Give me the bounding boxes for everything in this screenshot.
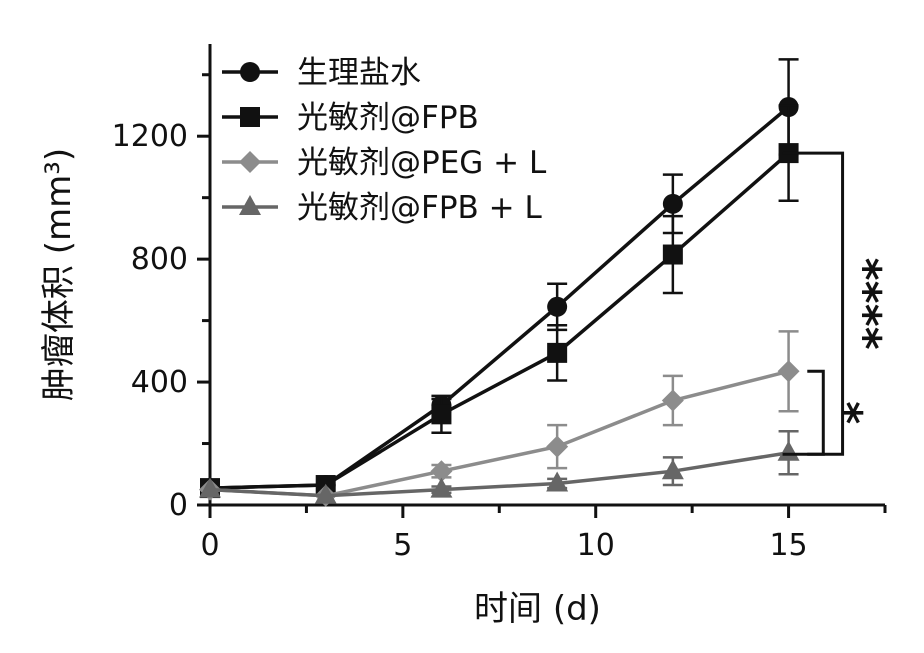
legend-label: 光敏剂@FPB bbox=[297, 100, 479, 136]
legend-marker bbox=[239, 195, 261, 215]
legend-item-3: 光敏剂@PEG + L bbox=[222, 145, 547, 181]
x-tick-label: 5 bbox=[393, 528, 412, 563]
data-point bbox=[778, 360, 800, 382]
x-axis-title: 时间 (d) bbox=[474, 589, 601, 629]
data-point bbox=[547, 297, 567, 317]
y-tick-label: 800 bbox=[131, 242, 188, 277]
legend: 生理盐水光敏剂@FPB 光敏剂@PEG + L 光敏剂@FPB + L bbox=[222, 55, 547, 226]
data-point bbox=[547, 343, 567, 363]
data-point bbox=[663, 245, 683, 265]
legend-label: 生理盐水 bbox=[297, 55, 421, 91]
legend-label: 光敏剂@FPB + L bbox=[297, 190, 542, 226]
y-tick-label: 400 bbox=[131, 365, 188, 400]
significance-annotations: ***** bbox=[783, 153, 891, 454]
series-4 bbox=[199, 431, 800, 504]
data-point bbox=[663, 194, 683, 214]
data-point bbox=[546, 436, 568, 458]
x-tick-label: 0 bbox=[200, 528, 219, 563]
legend-item-2: 光敏剂@FPB bbox=[222, 100, 479, 136]
series-layer bbox=[199, 59, 800, 506]
legend-marker bbox=[240, 62, 260, 82]
legend-label: 光敏剂@PEG + L bbox=[297, 145, 547, 181]
series-line bbox=[210, 371, 789, 495]
significance-label: **** bbox=[839, 258, 890, 350]
series-1 bbox=[200, 59, 799, 498]
data-point bbox=[662, 390, 684, 412]
x-tick-label: 10 bbox=[577, 528, 615, 563]
significance-label: * bbox=[820, 401, 871, 424]
y-tick-label: 1200 bbox=[112, 119, 188, 154]
legend-item-1: 生理盐水 bbox=[222, 55, 421, 91]
significance-bracket-2: * bbox=[807, 371, 871, 454]
y-axis-title: 肿瘤体积 (mm³) bbox=[39, 148, 79, 401]
legend-item-4: 光敏剂@FPB + L bbox=[222, 190, 542, 226]
data-point bbox=[778, 441, 800, 461]
legend-marker bbox=[239, 151, 261, 173]
y-tick-label: 0 bbox=[169, 488, 188, 523]
legend-marker bbox=[240, 107, 260, 127]
x-tick-label: 15 bbox=[769, 528, 807, 563]
data-point bbox=[431, 404, 451, 424]
